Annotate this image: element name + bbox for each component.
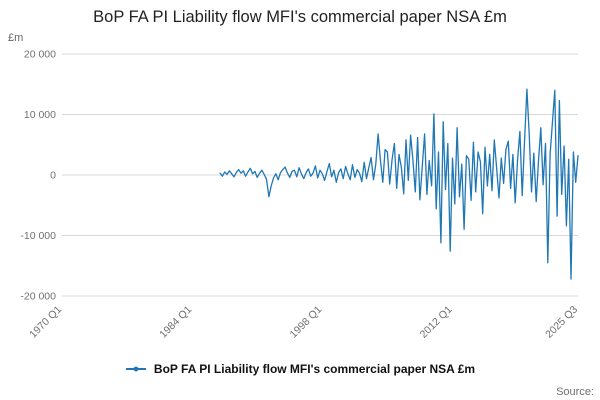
x-tick-label: 2025 Q3 xyxy=(543,304,580,341)
y-tick-label: 10 000 xyxy=(24,109,56,121)
y-tick-label: -10 000 xyxy=(20,230,56,242)
legend-item[interactable]: BoP FA PI Liability flow MFI's commercia… xyxy=(0,362,600,376)
legend-line-icon xyxy=(125,366,146,372)
chart-title: BoP FA PI Liability flow MFI's commercia… xyxy=(93,8,507,26)
source-label: Source: xyxy=(556,386,594,398)
series-line xyxy=(219,88,579,280)
y-tick-label: 20 000 xyxy=(24,49,56,61)
x-tick-label: 2012 Q1 xyxy=(418,304,455,341)
y-tick-label: -20 000 xyxy=(20,291,56,303)
legend-label: BoP FA PI Liability flow MFI's commercia… xyxy=(153,362,476,376)
x-tick-label: 1970 Q1 xyxy=(27,304,64,341)
x-tick-label: 1998 Q1 xyxy=(287,304,324,341)
x-tick-label: 1984 Q1 xyxy=(157,304,194,341)
y-axis-unit-label: £m xyxy=(8,32,24,44)
y-tick-label: 0 xyxy=(50,170,56,182)
